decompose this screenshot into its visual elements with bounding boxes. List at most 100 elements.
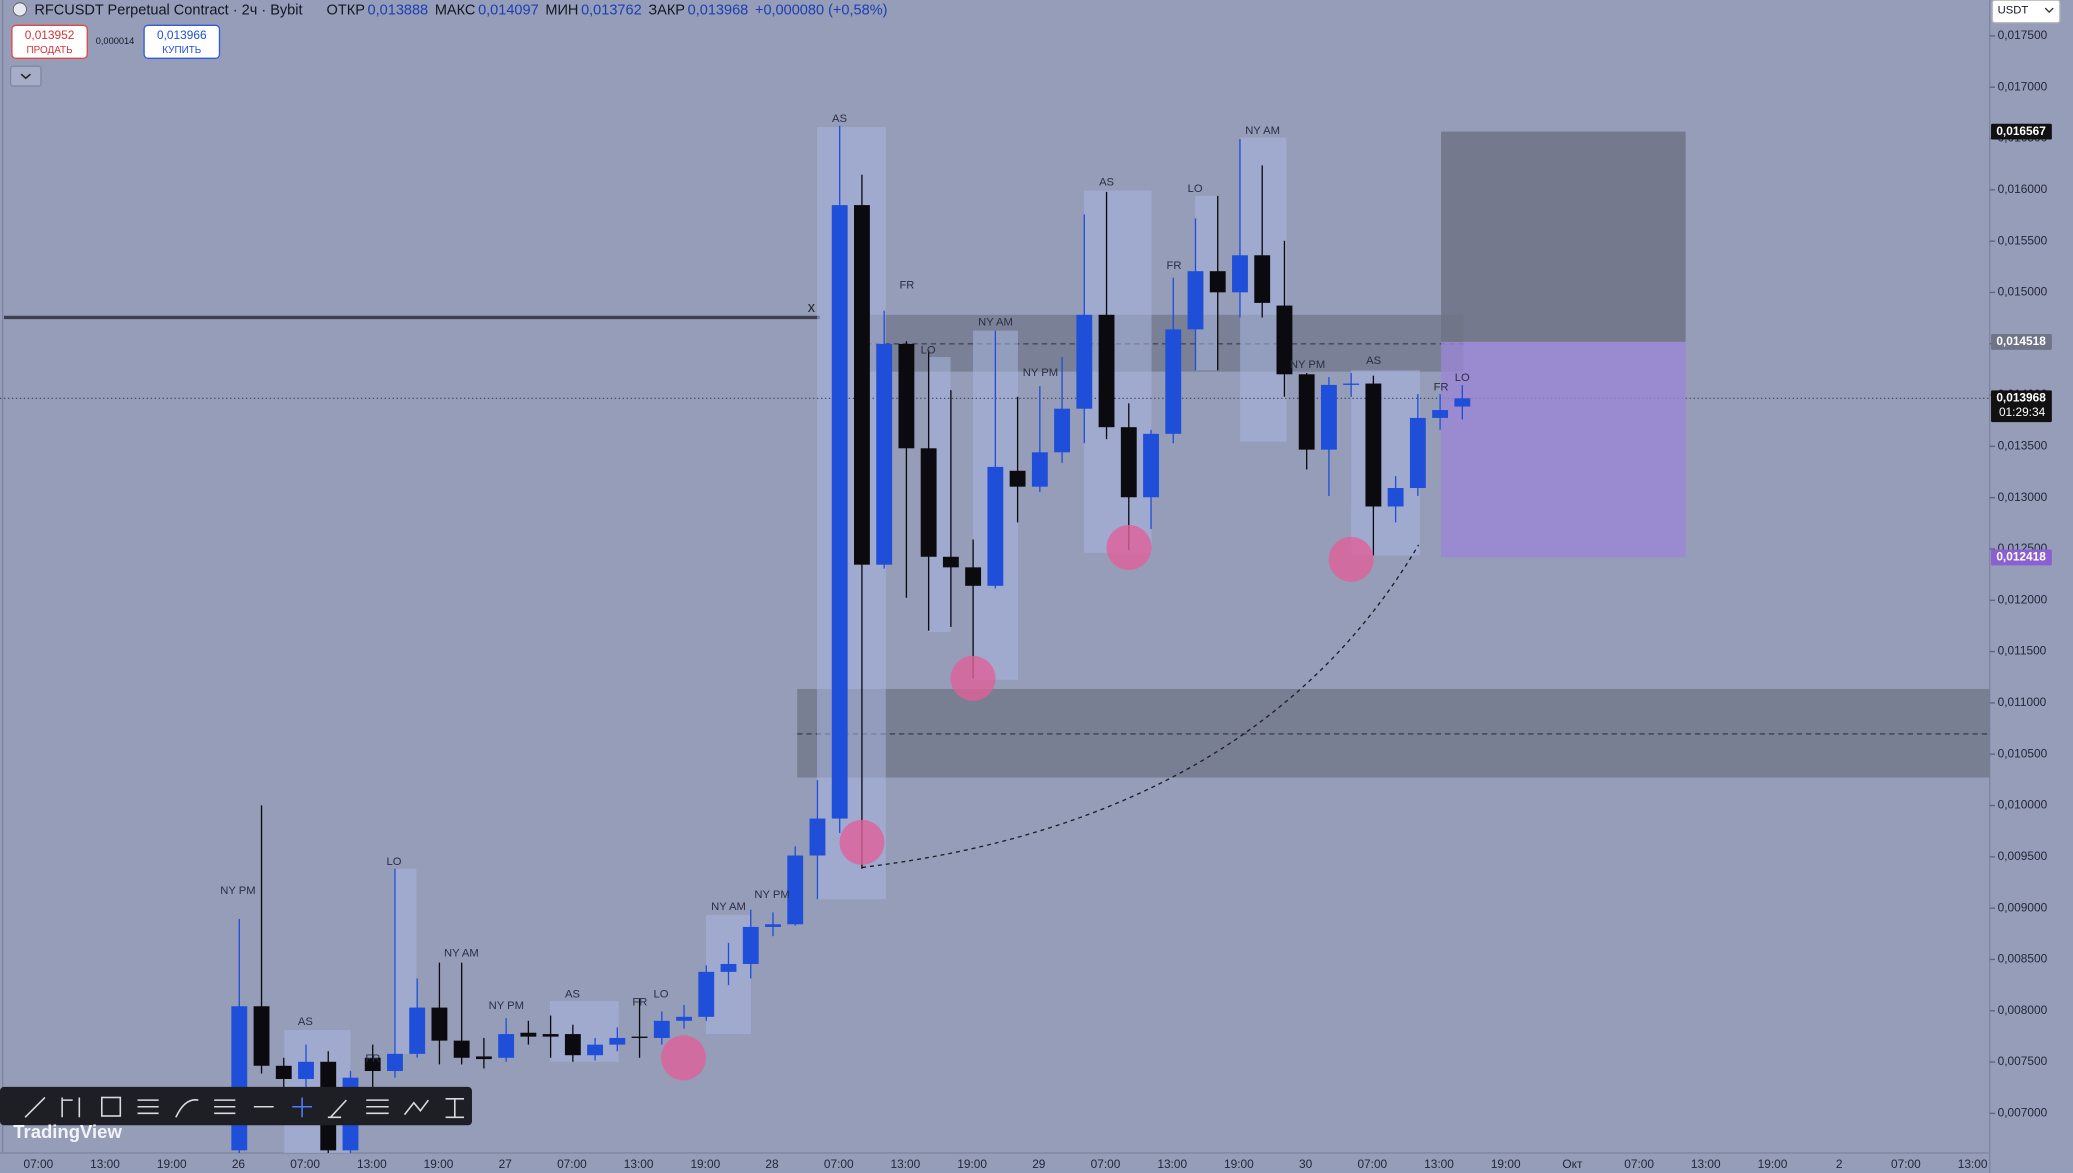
price-badge-label: 0,014518 — [1996, 334, 2046, 348]
ohlc-value: 0,013968 — [688, 3, 749, 19]
candle-body — [965, 567, 982, 586]
x-tick-label: 07:00 — [1091, 1157, 1121, 1171]
candle-body — [854, 205, 870, 565]
tool-lines[interactable] — [366, 1099, 389, 1115]
buy-price[interactable]: 0,013966 — [157, 28, 207, 42]
currency-box[interactable] — [1991, 0, 2061, 24]
x-tick-label: 13:00 — [891, 1157, 921, 1171]
candle-body — [1276, 305, 1293, 375]
chevron[interactable] — [2044, 7, 2054, 13]
tool-rect[interactable] — [101, 1096, 122, 1117]
zone — [865, 314, 1464, 372]
ohlc-name: ЗАКР — [648, 3, 685, 19]
y-tick-label: 0,008000 — [1998, 1003, 2048, 1017]
buy-box[interactable] — [143, 24, 221, 59]
y-tick-label: 0,012000 — [1998, 592, 2048, 606]
sell-label[interactable]: ПРОДАТЬ — [27, 45, 73, 56]
marker-circle — [950, 655, 996, 701]
y-tick-label: 0,009000 — [1998, 900, 2048, 914]
x-tick-label: 13:00 — [1958, 1157, 1988, 1171]
x-tick-label: 13:00 — [1691, 1157, 1721, 1171]
stop-zone — [1441, 131, 1686, 342]
x-tick-label: 13:00 — [90, 1157, 120, 1171]
candle-body — [1009, 470, 1026, 487]
tool-text[interactable] — [445, 1098, 465, 1119]
tool-path[interactable] — [403, 1099, 429, 1116]
tool-brush[interactable] — [327, 1099, 347, 1119]
session-label: NY PM — [489, 1000, 524, 1012]
tool-trendline[interactable] — [24, 1096, 46, 1118]
session-label: AS — [1099, 177, 1114, 189]
symbol-icon — [12, 2, 27, 17]
session-box — [1084, 190, 1152, 553]
x-tick-label: 27 — [499, 1157, 512, 1171]
candle-body — [809, 818, 826, 856]
sell-price[interactable]: 0,013952 — [25, 28, 75, 42]
ohlc-value: 0,013762 — [581, 3, 642, 19]
session-label: FR — [899, 280, 914, 292]
chevron[interactable] — [20, 73, 31, 80]
candle-body — [275, 1065, 292, 1080]
candle-body — [1187, 271, 1204, 330]
session-label: AS — [1366, 355, 1381, 367]
tool-fib[interactable] — [61, 1097, 81, 1118]
candle-body — [1209, 271, 1226, 293]
x-tick-label: 13:00 — [357, 1157, 387, 1171]
session-label: NY PM — [1290, 359, 1325, 371]
y-tick-label: 0,013500 — [1998, 438, 2048, 452]
toolbar-bg — [0, 1086, 472, 1126]
buy-button[interactable]: 0,013966 КУПИТЬ — [143, 24, 221, 59]
tool-channel[interactable] — [137, 1099, 159, 1115]
candle-body — [720, 963, 737, 972]
x-tick-label: 26 — [232, 1157, 246, 1171]
collapse-button[interactable] — [9, 65, 42, 87]
marker-circle — [1106, 525, 1152, 570]
candle-body — [298, 1061, 314, 1080]
time-axis: 07:00 13:00 19:00 26 07:00 13:00 19:00 27 07:00 1… — [23, 1157, 1987, 1171]
candle-body — [587, 1044, 604, 1056]
tool-curve[interactable] — [175, 1099, 199, 1118]
session-label: NY AM — [711, 901, 746, 913]
x-tick-label: 28 — [765, 1157, 779, 1171]
level-marker: x — [808, 300, 816, 316]
y-tick-label: 0,010500 — [1998, 746, 2048, 760]
candle-body — [1343, 383, 1360, 385]
currency-select[interactable]: USDT — [1991, 0, 2061, 24]
session-label: AS — [832, 113, 847, 125]
candles — [231, 125, 1471, 1154]
price-badge — [1991, 333, 2052, 350]
session-label: LO — [921, 344, 936, 356]
y-tick-label: 0,009500 — [1998, 849, 2048, 863]
currency[interactable]: USDT — [1998, 5, 2029, 17]
candle-body — [1365, 383, 1382, 507]
session-labels: NY PM AS FR LO NY AM NY PM AS FR LO NY AM NY PM AS F… — [220, 113, 1470, 1065]
x-tick-label: 07:00 — [23, 1157, 53, 1171]
tool-cross[interactable] — [292, 1097, 313, 1118]
candle-body — [1031, 452, 1048, 487]
buy-label[interactable]: КУПИТЬ — [162, 45, 201, 56]
session-label: AS — [565, 988, 580, 1000]
price-badge-label: 0,016567 — [1996, 124, 2046, 138]
zone — [797, 688, 1990, 778]
price-badge — [1991, 549, 2052, 566]
candle-body — [653, 1020, 670, 1038]
sell-button[interactable]: 0,013952 ПРОДАТЬ — [11, 24, 88, 59]
symbol-title: RFCUSDT Perpetual Contract · 2ч · Bybit — [34, 3, 302, 19]
candle-body — [1143, 433, 1159, 498]
drawings: x — [0, 127, 1990, 1154]
change: +0,000080 (+0,58%) — [755, 3, 888, 19]
candle-body — [742, 926, 759, 964]
session-label: NY AM — [444, 947, 479, 959]
sell-box[interactable] — [11, 24, 88, 59]
candle-body — [1054, 408, 1071, 453]
x-tick-label: 13:00 — [1424, 1157, 1454, 1171]
marker-circle — [661, 1035, 706, 1081]
session-label: NY PM — [754, 889, 789, 901]
candle-body — [1098, 314, 1115, 428]
session-label: FR — [1167, 260, 1182, 272]
x-tick-label: 19:00 — [424, 1157, 454, 1171]
tool-levels[interactable] — [214, 1099, 236, 1115]
collapse-box[interactable] — [9, 65, 42, 87]
candle-body — [253, 1006, 270, 1066]
session-label: FR — [632, 996, 647, 1008]
